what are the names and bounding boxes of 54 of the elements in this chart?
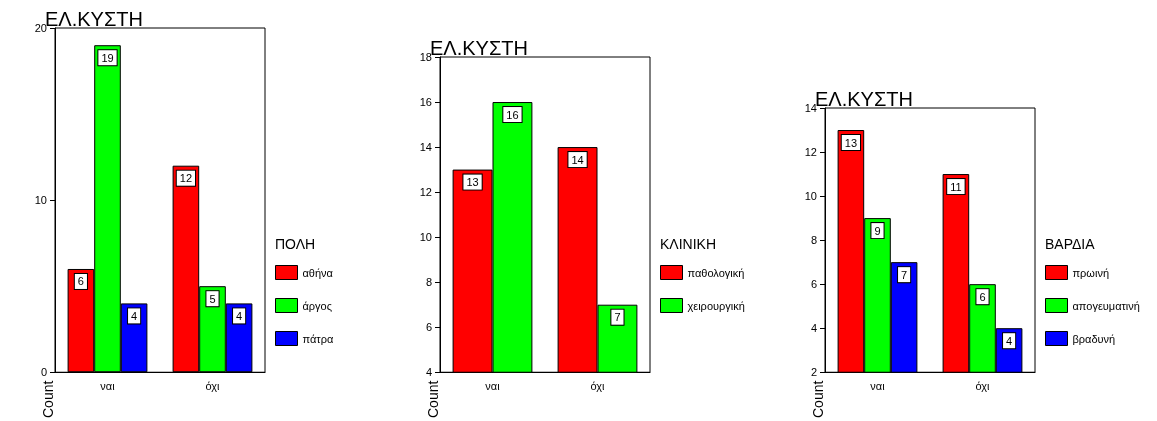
legend-label: απογευματινή	[1072, 299, 1140, 312]
data-label: 4	[131, 309, 138, 322]
data-label: 7	[901, 268, 908, 281]
data-label: 4	[236, 309, 243, 322]
y-tick-label: 6	[810, 278, 817, 291]
y-tick-label: 14	[419, 141, 432, 154]
y-tick-label: 6	[425, 321, 432, 334]
legend-label: βραδυνή	[1072, 332, 1116, 345]
y-tick-label: 20	[34, 22, 47, 34]
legend-label: πάτρα	[302, 332, 334, 345]
y-tick-label: 2	[810, 366, 817, 379]
x-tick-label: ναι	[870, 379, 886, 392]
y-tick-label: 12	[804, 146, 817, 159]
y-tick-label: 0	[40, 366, 47, 379]
data-label: 4	[1006, 334, 1013, 347]
y-tick-label: 12	[419, 186, 432, 199]
y-tick-label: 8	[425, 276, 432, 289]
legend-label: αθήνα	[302, 266, 334, 279]
x-tick-label: όχι	[205, 379, 221, 392]
y-tick-label: 10	[419, 231, 432, 244]
y-tick-label: 8	[810, 234, 817, 247]
x-tick-label: όχι	[975, 379, 991, 392]
data-label: 19	[101, 51, 114, 64]
y-tick-label: 18	[419, 51, 432, 63]
data-label: 14	[571, 153, 584, 166]
legend-title: ΚΛΙΝΙΚΗ	[660, 236, 717, 252]
x-tick-label: όχι	[590, 379, 606, 392]
legend-label: πρωινή	[1072, 266, 1109, 279]
legend-label: χειρουργική	[687, 299, 745, 312]
data-label: 13	[466, 176, 479, 189]
y-tick-label: 4	[425, 366, 432, 379]
data-label: 9	[874, 224, 881, 237]
data-label: 6	[77, 275, 84, 288]
data-label: 12	[179, 172, 193, 185]
legend-label: άργος	[302, 299, 333, 312]
y-axis-title: Count	[425, 380, 441, 418]
data-label: 16	[506, 108, 519, 121]
legend-title: ΠΟΛΗ	[275, 236, 316, 252]
x-tick-label: ναι	[100, 379, 116, 392]
y-tick-label: 4	[810, 322, 817, 335]
legend-title: ΒΑΡΔΙΑ	[1045, 236, 1096, 252]
data-label: 6	[979, 290, 986, 303]
x-tick-label: ναι	[485, 379, 501, 392]
y-tick-label: 10	[804, 190, 817, 203]
legend-label: παθολογική	[687, 266, 745, 279]
y-tick-label: 14	[804, 102, 817, 114]
data-label: 5	[209, 292, 216, 305]
data-label: 13	[844, 136, 858, 149]
y-tick-label: 10	[34, 194, 47, 207]
data-label: 7	[614, 311, 621, 324]
y-axis-title: Count	[810, 380, 826, 418]
data-label: 11	[950, 180, 962, 193]
y-tick-label: 16	[419, 96, 432, 109]
y-axis-title: Count	[40, 380, 56, 418]
